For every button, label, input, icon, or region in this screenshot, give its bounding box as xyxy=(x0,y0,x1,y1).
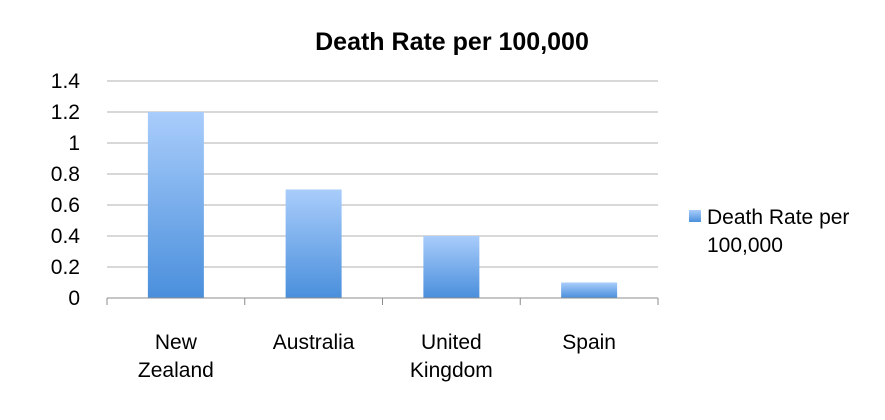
chart-title: Death Rate per 100,000 xyxy=(315,28,589,56)
legend-swatch xyxy=(689,210,701,222)
y-tick-label: 0 xyxy=(68,287,80,310)
y-tick-label: 1.2 xyxy=(51,101,80,124)
category-label: New Zealand xyxy=(138,331,214,382)
y-tick-label: 0.8 xyxy=(51,163,80,186)
y-tick-label: 1 xyxy=(68,132,80,155)
category-labels: New Zealand Australia United Kingdom Spain xyxy=(138,331,616,382)
bars xyxy=(147,112,618,298)
bar xyxy=(561,282,618,298)
y-tick-label: 0.6 xyxy=(51,194,80,217)
legend: Death Rate per 100,000 xyxy=(689,206,849,257)
category-label: United Kingdom xyxy=(410,331,493,382)
category-label: Spain xyxy=(562,331,616,354)
y-tick-label: 0.4 xyxy=(51,225,81,248)
y-tick-label: 1.4 xyxy=(51,70,81,93)
y-tick-label: 0.2 xyxy=(51,256,80,279)
bar xyxy=(285,189,342,298)
bar xyxy=(147,112,204,298)
category-label: Australia xyxy=(273,331,355,354)
y-axis-ticks: 0 0.2 0.4 0.6 0.8 1 1.2 1.4 xyxy=(51,70,81,310)
legend-label: Death Rate per 100,000 xyxy=(707,206,849,257)
bar xyxy=(423,236,480,298)
x-axis xyxy=(106,297,659,305)
